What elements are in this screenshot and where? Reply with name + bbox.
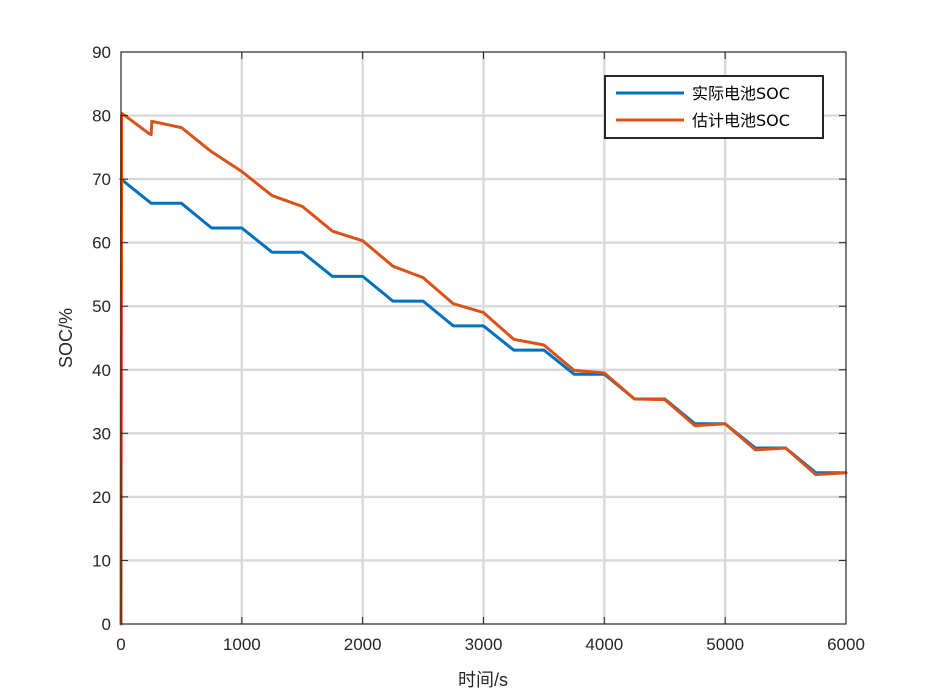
y-axis-label: SOC/% (56, 308, 76, 368)
x-tick-label: 0 (116, 635, 125, 654)
axis-ticks: 0 1000 2000 3000 4000 5000 6000 0 10 20 30 40 50 60 70… (92, 43, 865, 654)
y-tick-label: 90 (92, 43, 111, 62)
x-tick-label: 1000 (223, 635, 261, 654)
series-lines (119, 112, 848, 626)
legend-label-actual-soc: 实际电池SOC (692, 84, 790, 103)
y-tick-label: 70 (92, 170, 111, 189)
y-tick-label: 20 (92, 488, 111, 507)
series-line-estimated-soc (119, 112, 848, 626)
legend-box (604, 75, 824, 139)
x-tick-label: 5000 (706, 635, 744, 654)
y-tick-label: 60 (92, 234, 111, 253)
x-tick-label: 4000 (585, 635, 623, 654)
y-tick-label: 0 (102, 615, 111, 634)
x-tick-label: 3000 (465, 635, 503, 654)
x-tick-label: 2000 (344, 635, 382, 654)
legend: 实际电池SOC 估计电池SOC (604, 75, 824, 139)
legend-label-estimated-soc: 估计电池SOC (692, 111, 790, 130)
y-tick-label: 40 (92, 361, 111, 380)
grid (121, 52, 846, 624)
y-tick-label: 10 (92, 551, 111, 570)
y-tick-label: 50 (92, 297, 111, 316)
y-tick-label: 80 (92, 107, 111, 126)
x-axis-label: 时间/s (458, 670, 508, 690)
y-tick-label: 30 (92, 424, 111, 443)
x-tick-label: 6000 (827, 635, 865, 654)
